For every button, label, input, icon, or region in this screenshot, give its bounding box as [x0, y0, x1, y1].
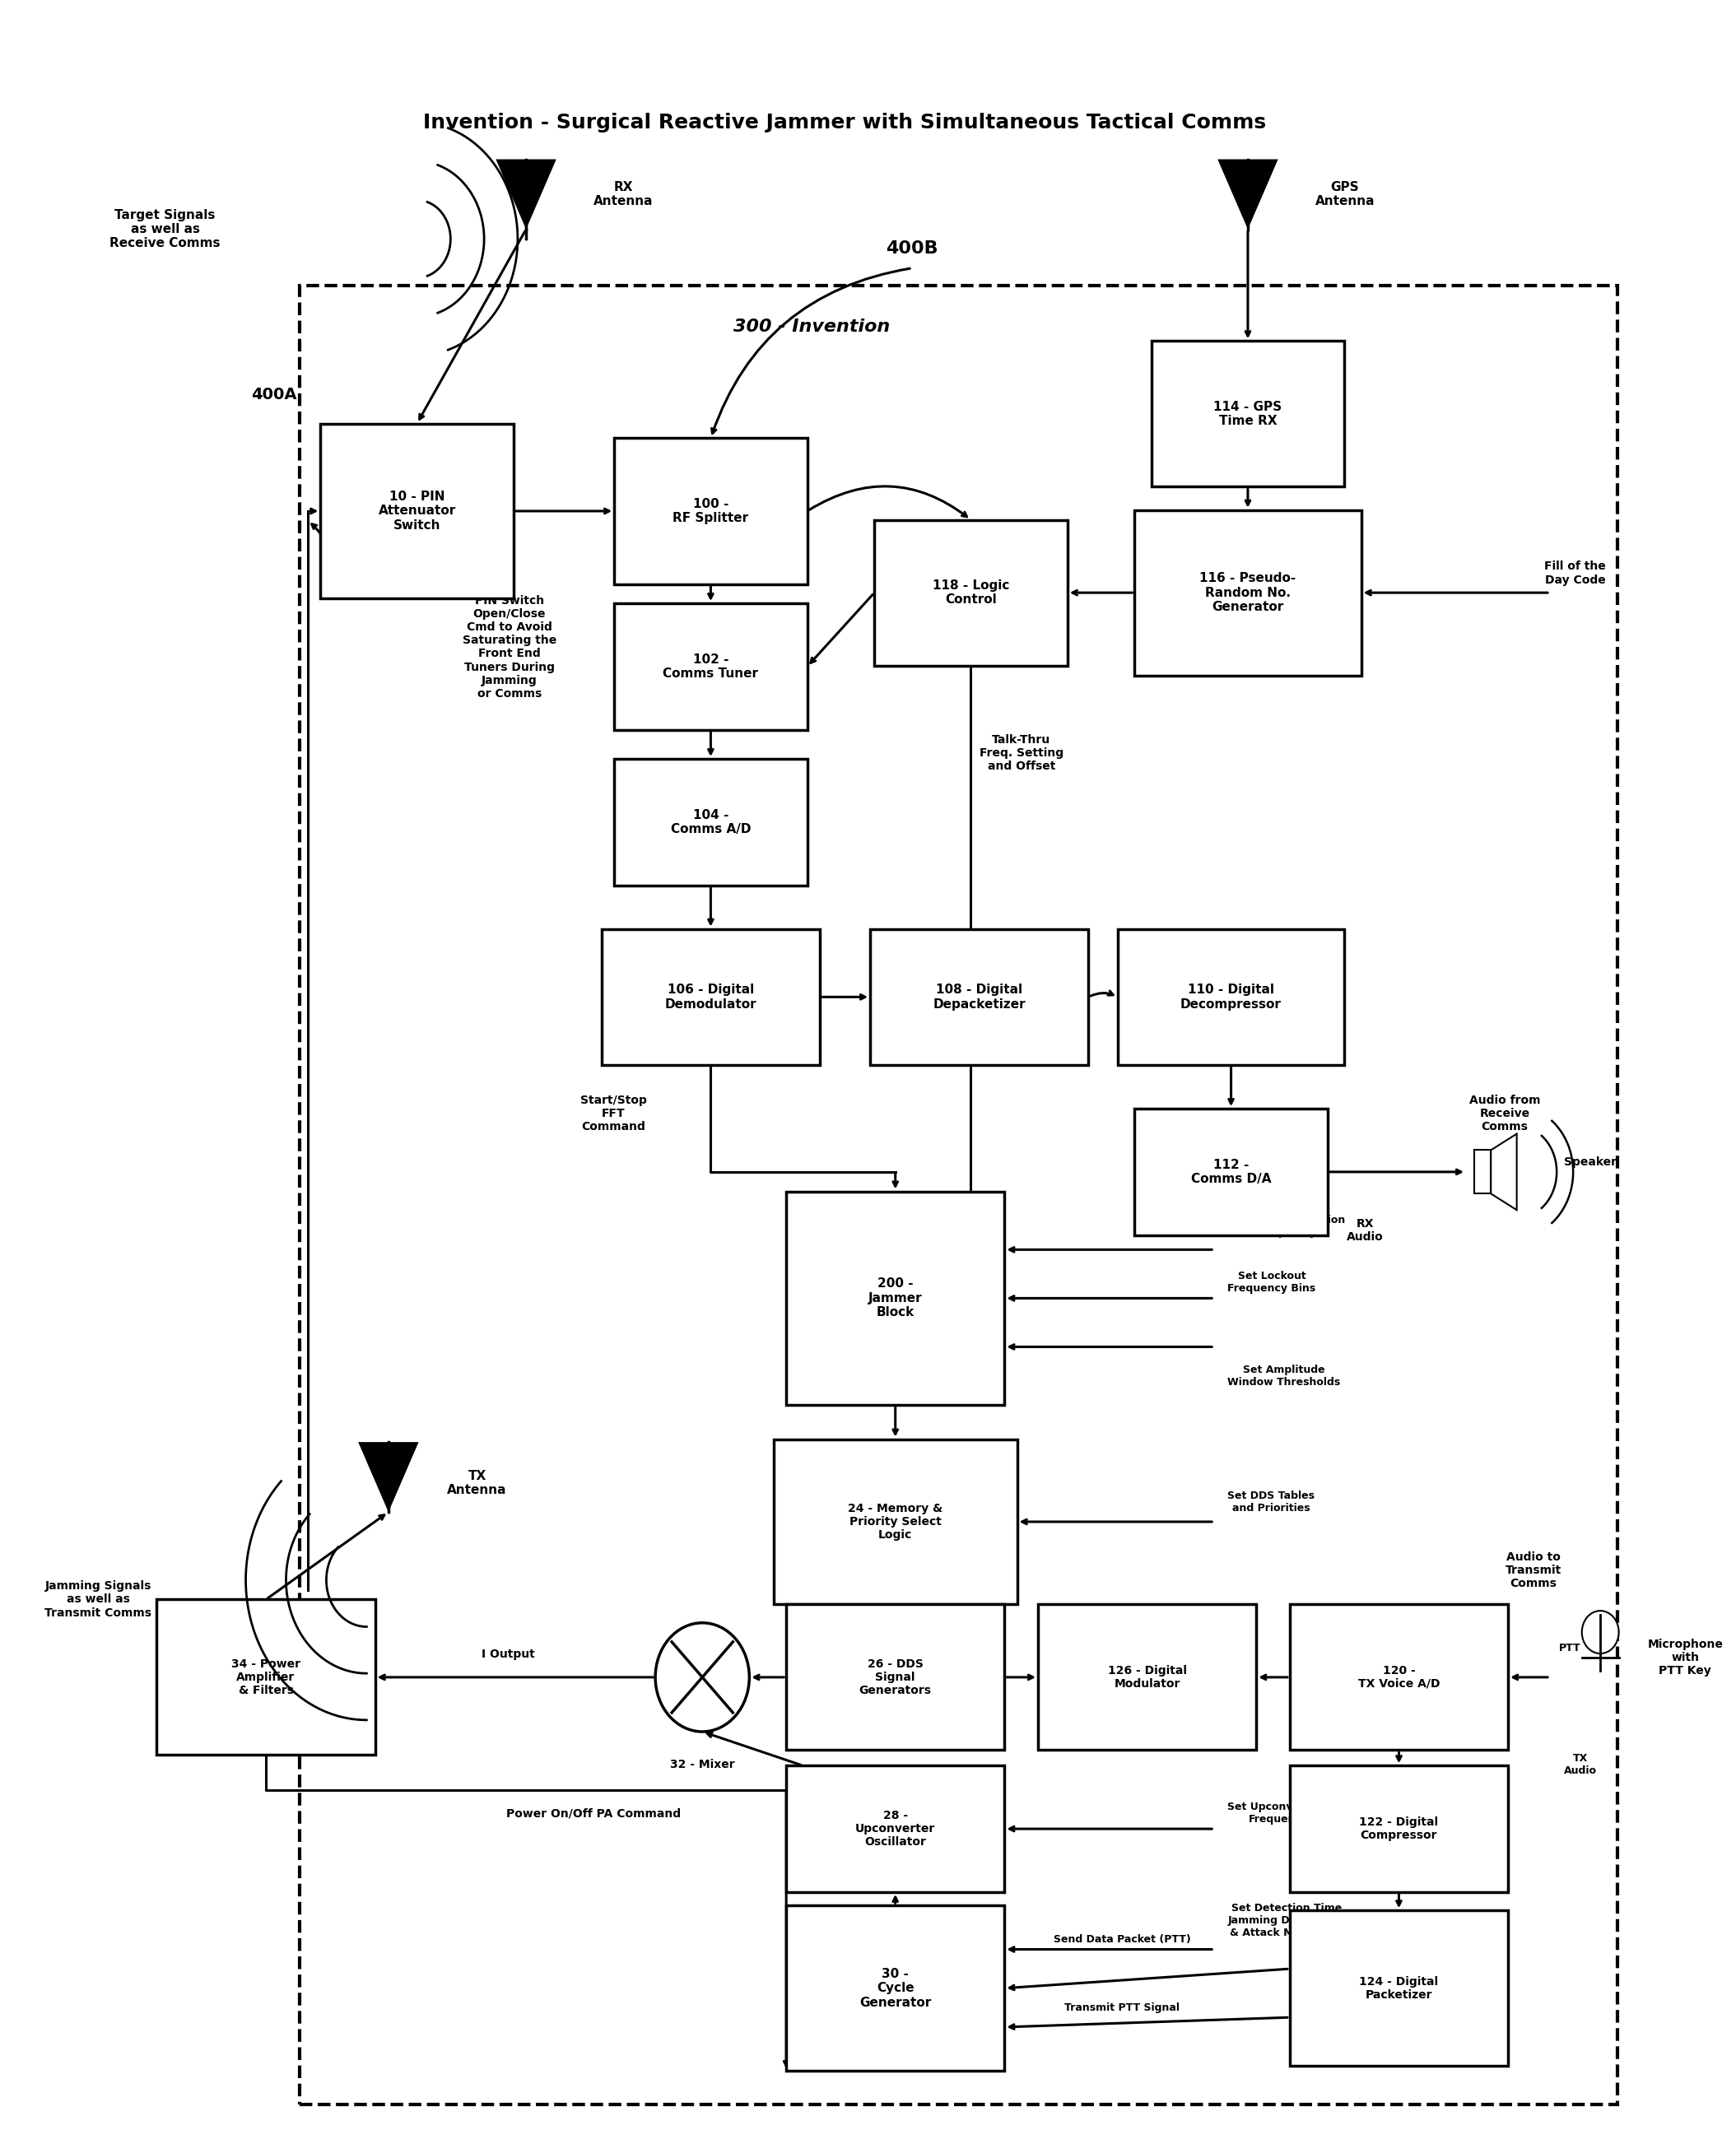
Polygon shape	[358, 1442, 418, 1512]
Text: I Output: I Output	[481, 1649, 535, 1659]
Text: 400A: 400A	[252, 388, 297, 403]
Text: Speaker: Speaker	[1564, 1157, 1616, 1167]
Text: 124 - Digital
Packetizer: 124 - Digital Packetizer	[1359, 1977, 1439, 2000]
Text: Set Downconversion
Frequency: Set Downconversion Frequency	[1227, 1214, 1345, 1238]
Text: Audio to
Transmit
Comms: Audio to Transmit Comms	[1505, 1551, 1561, 1589]
Text: Set DDS Tables
and Priorities: Set DDS Tables and Priorities	[1227, 1491, 1314, 1514]
Text: TX
Antenna: TX Antenna	[448, 1470, 507, 1495]
Text: Voice
Packet: Voice Packet	[1203, 1627, 1241, 1651]
FancyBboxPatch shape	[1290, 1766, 1509, 1891]
Text: 112 -
Comms D/A: 112 - Comms D/A	[1191, 1159, 1271, 1184]
Text: Talk-Thru
Freq. Setting
and Offset: Talk-Thru Freq. Setting and Offset	[979, 735, 1064, 773]
Text: 100 -
RF Splitter: 100 - RF Splitter	[674, 498, 748, 524]
FancyBboxPatch shape	[615, 603, 807, 731]
Text: PIN Switch
Open/Close
Cmd to Avoid
Saturating the
Front End
Tuners During
Jammin: PIN Switch Open/Close Cmd to Avoid Satur…	[462, 594, 556, 699]
Text: 28 -
Upconverter
Oscillator: 28 - Upconverter Oscillator	[856, 1810, 936, 1849]
FancyBboxPatch shape	[870, 929, 1088, 1065]
FancyBboxPatch shape	[786, 1604, 1005, 1751]
Text: Audio from
Receive
Comms: Audio from Receive Comms	[1469, 1095, 1540, 1133]
Text: RX
Audio: RX Audio	[1347, 1218, 1384, 1242]
FancyBboxPatch shape	[615, 439, 807, 584]
FancyBboxPatch shape	[156, 1600, 375, 1755]
FancyBboxPatch shape	[1038, 1604, 1257, 1751]
FancyBboxPatch shape	[1290, 1604, 1509, 1751]
Text: 400B: 400B	[885, 241, 939, 258]
FancyBboxPatch shape	[1135, 1110, 1328, 1235]
Text: 200 -
Jammer
Block: 200 - Jammer Block	[868, 1278, 922, 1318]
Text: Analog
Data: Analog Data	[792, 1636, 832, 1659]
Text: Jamming Signals
as well as
Transmit Comms: Jamming Signals as well as Transmit Comm…	[45, 1580, 151, 1619]
FancyBboxPatch shape	[1474, 1150, 1491, 1193]
Text: Set Amplitude
Window Thresholds: Set Amplitude Window Thresholds	[1227, 1365, 1340, 1387]
Text: Send Data Packet (PTT): Send Data Packet (PTT)	[1054, 1934, 1191, 1945]
Text: 120 -
TX Voice A/D: 120 - TX Voice A/D	[1358, 1666, 1439, 1689]
Text: RX
Antenna: RX Antenna	[594, 181, 653, 207]
Text: Transmit PTT Signal: Transmit PTT Signal	[1064, 2002, 1179, 2013]
Text: Target Signals
as well as
Receive Comms: Target Signals as well as Receive Comms	[109, 209, 220, 249]
FancyBboxPatch shape	[786, 1191, 1005, 1406]
Text: Power On/Off PA Command: Power On/Off PA Command	[505, 1808, 681, 1819]
Text: Fill of the
Day Code: Fill of the Day Code	[1545, 560, 1606, 586]
Text: 32 - Mixer: 32 - Mixer	[670, 1759, 734, 1770]
Text: 26 - DDS
Signal
Generators: 26 - DDS Signal Generators	[859, 1657, 932, 1695]
FancyBboxPatch shape	[786, 1906, 1005, 2070]
Text: 116 - Pseudo-
Random No.
Generator: 116 - Pseudo- Random No. Generator	[1200, 573, 1297, 613]
Text: 10 - PIN
Attenuator
Switch: 10 - PIN Attenuator Switch	[378, 490, 457, 532]
FancyBboxPatch shape	[602, 929, 819, 1065]
FancyBboxPatch shape	[1151, 341, 1344, 488]
Text: Set Detection Time,
Jamming Dwell Time,
& Attack Mode Time: Set Detection Time, Jamming Dwell Time, …	[1227, 1902, 1349, 1938]
Text: Set Lockout
Frequency Bins: Set Lockout Frequency Bins	[1227, 1272, 1316, 1295]
Text: 102 -
Comms Tuner: 102 - Comms Tuner	[663, 654, 759, 679]
Circle shape	[1581, 1610, 1618, 1653]
Text: 108 - Digital
Depacketizer: 108 - Digital Depacketizer	[932, 984, 1026, 1010]
Text: TX
Audio: TX Audio	[1564, 1753, 1597, 1776]
Text: 24 - Memory &
Priority Select
Logic: 24 - Memory & Priority Select Logic	[847, 1502, 943, 1540]
Polygon shape	[1491, 1133, 1517, 1210]
Text: PTT: PTT	[1559, 1642, 1581, 1653]
FancyBboxPatch shape	[1290, 1911, 1509, 2066]
Text: Start/Stop
FFT
Command: Start/Stop FFT Command	[580, 1095, 648, 1133]
Text: 106 - Digital
Demodulator: 106 - Digital Demodulator	[665, 984, 757, 1010]
Text: 114 - GPS
Time RX: 114 - GPS Time RX	[1213, 400, 1283, 428]
FancyBboxPatch shape	[1118, 929, 1344, 1065]
Text: 34 - Power
Amplifier
& Filters: 34 - Power Amplifier & Filters	[231, 1657, 300, 1695]
Text: Microphone
with
PTT Key: Microphone with PTT Key	[1647, 1638, 1722, 1676]
Text: Invention - Surgical Reactive Jammer with Simultaneous Tactical Comms: Invention - Surgical Reactive Jammer wit…	[424, 113, 1267, 132]
Text: 118 - Logic
Control: 118 - Logic Control	[932, 579, 1009, 607]
Circle shape	[654, 1623, 750, 1732]
FancyBboxPatch shape	[875, 520, 1068, 665]
FancyBboxPatch shape	[1135, 509, 1361, 675]
Text: Set Upconversion
Frequency: Set Upconversion Frequency	[1227, 1802, 1330, 1825]
Polygon shape	[496, 160, 556, 230]
Text: 30 -
Cycle
Generator: 30 - Cycle Generator	[859, 1968, 930, 2009]
Text: 126 - Digital
Modulator: 126 - Digital Modulator	[1108, 1666, 1187, 1689]
Text: 110 - Digital
Decompressor: 110 - Digital Decompressor	[1180, 984, 1281, 1010]
FancyBboxPatch shape	[774, 1440, 1017, 1604]
Text: 122 - Digital
Compressor: 122 - Digital Compressor	[1359, 1817, 1439, 1840]
FancyBboxPatch shape	[321, 424, 514, 599]
Polygon shape	[1217, 160, 1278, 230]
FancyBboxPatch shape	[615, 758, 807, 886]
FancyBboxPatch shape	[786, 1766, 1005, 1891]
Text: Look-Thru
Freq. Setting
and Offset: Look-Thru Freq. Setting and Offset	[896, 541, 979, 579]
Text: 104 -
Comms A/D: 104 - Comms A/D	[670, 809, 752, 835]
Text: 300 - Invention: 300 - Invention	[733, 317, 891, 334]
Text: GPS
Antenna: GPS Antenna	[1314, 181, 1375, 207]
